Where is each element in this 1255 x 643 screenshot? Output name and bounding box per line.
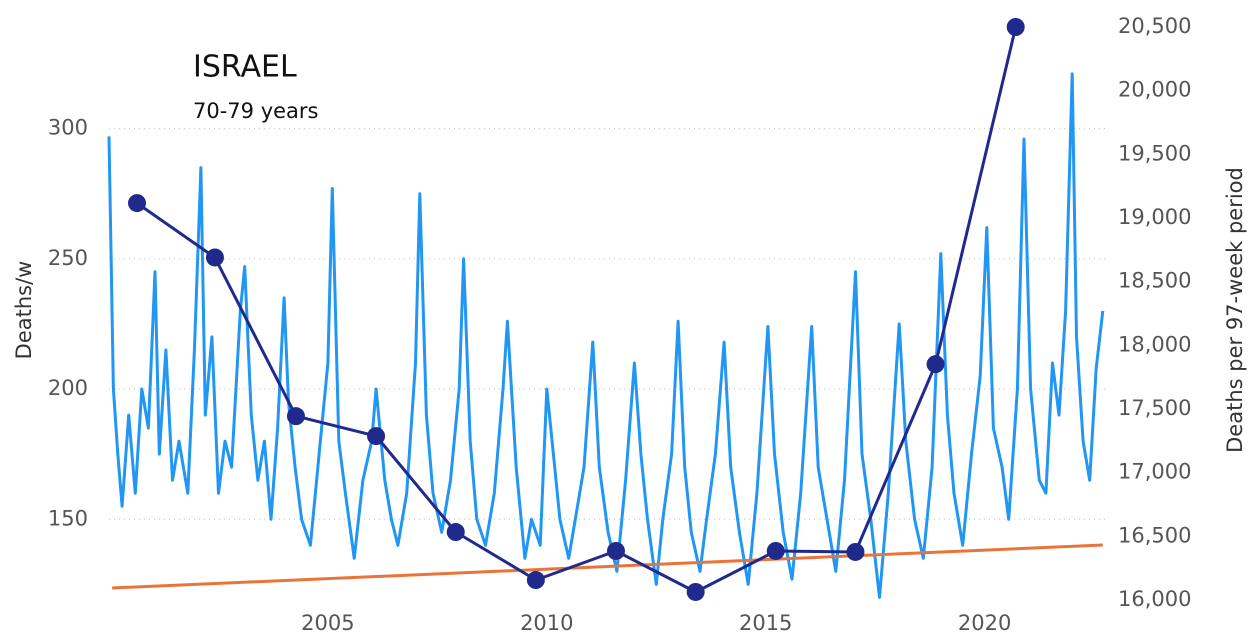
y2-tick-label: 20,000 — [1118, 78, 1191, 102]
series-marker — [606, 541, 625, 560]
y2-tick-label: 19,500 — [1118, 141, 1191, 165]
y2-tick-label: 17,500 — [1118, 396, 1191, 420]
y2-tick-label: 19,000 — [1118, 205, 1191, 229]
y2-tick-label: 20,500 — [1118, 14, 1191, 38]
series-line — [107, 72, 1105, 599]
series-marker — [526, 571, 545, 590]
x-tick-label: 2010 — [520, 611, 573, 635]
y2-tick-label: 16,000 — [1118, 587, 1191, 611]
annotation-title: ISRAEL — [193, 50, 297, 85]
y-tick-label: 200 — [48, 376, 88, 400]
series-marker — [926, 355, 945, 374]
series-marker — [446, 523, 465, 542]
series-marker — [286, 407, 305, 426]
series-marker — [1006, 18, 1025, 36]
series-line — [112, 543, 1103, 590]
y2-axis-label: Deaths per 97-week period — [1223, 167, 1247, 453]
y-tick-label: 150 — [48, 506, 88, 530]
y2-tick-label: 17,000 — [1118, 460, 1191, 484]
x-tick-label: 2005 — [301, 611, 354, 635]
y-axis-label: Deaths/w — [12, 261, 36, 360]
y2-tick-label: 18,000 — [1118, 332, 1191, 356]
y2-tick-label: 16,500 — [1118, 523, 1191, 547]
annotation-subtitle: 70-79 years — [193, 99, 319, 123]
x-tick-label: 2020 — [958, 611, 1011, 635]
series-line — [136, 26, 1018, 594]
series-marker — [686, 582, 705, 601]
series-marker — [367, 427, 386, 446]
series-marker — [846, 542, 865, 561]
y2-tick-label: 18,500 — [1118, 269, 1191, 293]
series-marker — [128, 194, 147, 213]
series-marker — [766, 541, 785, 560]
y-tick-label: 300 — [48, 116, 88, 140]
x-tick-label: 2015 — [739, 611, 792, 635]
series-marker — [205, 248, 224, 267]
y-tick-label: 250 — [48, 246, 88, 270]
